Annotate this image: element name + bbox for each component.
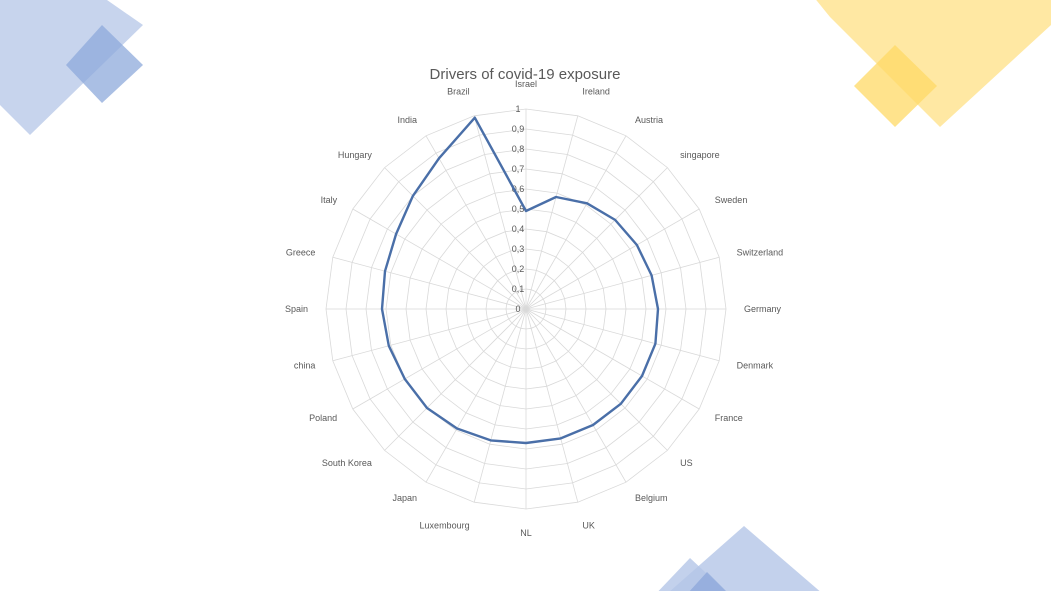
category-label: singapore <box>680 150 720 160</box>
category-label: Switzerland <box>737 248 784 258</box>
grid-spoke <box>525 308 579 503</box>
category-label: NL <box>520 528 532 538</box>
grid-spoke <box>525 308 668 451</box>
grid-spoke <box>473 115 527 310</box>
category-label: India <box>397 115 417 125</box>
category-label: Belgium <box>635 493 668 503</box>
chart-series <box>380 116 660 445</box>
tick-label: 1 <box>515 104 520 114</box>
tick-label: 0,9 <box>512 124 525 134</box>
grid-spoke <box>332 256 527 310</box>
grid-spoke <box>352 308 527 410</box>
category-label: South Korea <box>322 458 372 468</box>
category-label: Italy <box>321 195 338 205</box>
tick-label: 0,1 <box>512 284 525 294</box>
category-label: US <box>680 458 693 468</box>
category-label: Greece <box>286 248 316 258</box>
grid-spoke <box>425 308 527 483</box>
grid-spoke <box>332 308 527 362</box>
category-label: Sweden <box>715 195 748 205</box>
category-label: UK <box>582 521 595 531</box>
grid-spoke <box>525 135 627 310</box>
grid-spoke <box>384 167 527 310</box>
category-label: France <box>715 413 743 423</box>
grid-spoke <box>525 308 627 483</box>
grid-spoke <box>525 308 700 410</box>
category-label: Luxembourg <box>420 521 470 531</box>
grid-spoke <box>525 308 720 362</box>
tick-label: 0 <box>515 304 520 314</box>
tick-label: 0,8 <box>512 144 525 154</box>
grid-spoke <box>525 115 579 310</box>
category-label: Brazil <box>447 86 470 96</box>
category-label: Japan <box>392 493 417 503</box>
tick-label: 0,7 <box>512 164 525 174</box>
category-label: Denmark <box>737 360 774 370</box>
category-label: Ireland <box>582 86 610 96</box>
chart-title: Drivers of covid-19 exposure <box>430 66 621 83</box>
category-labels: Israel Ireland Austria singapore Sweden Switz… <box>285 79 783 538</box>
tick-label: 0,3 <box>512 244 525 254</box>
tick-label: 0,5 <box>512 204 525 214</box>
tick-label: 0,6 <box>512 184 525 194</box>
grid-spoke <box>525 208 700 310</box>
tick-label: 0,4 <box>512 224 525 234</box>
category-label: Poland <box>309 413 337 423</box>
category-label: Spain <box>285 304 308 314</box>
grid-spoke <box>352 208 527 310</box>
grid-spoke <box>473 308 527 503</box>
category-label: Germany <box>744 304 782 314</box>
grid-spoke <box>525 167 668 310</box>
chart-gridlines <box>325 108 727 510</box>
grid-spoke <box>384 308 527 451</box>
grid-spoke <box>425 135 527 310</box>
category-label: Hungary <box>338 150 373 160</box>
axis-tick-labels: 0 0,1 0,2 0,3 0,4 0,5 0,6 0,7 0,8 0,9 1 <box>512 104 525 314</box>
category-label: china <box>294 360 316 370</box>
grid-spoke <box>525 256 720 310</box>
category-label: Austria <box>635 115 663 125</box>
category-label: Israel <box>515 79 537 89</box>
tick-label: 0,2 <box>512 264 525 274</box>
